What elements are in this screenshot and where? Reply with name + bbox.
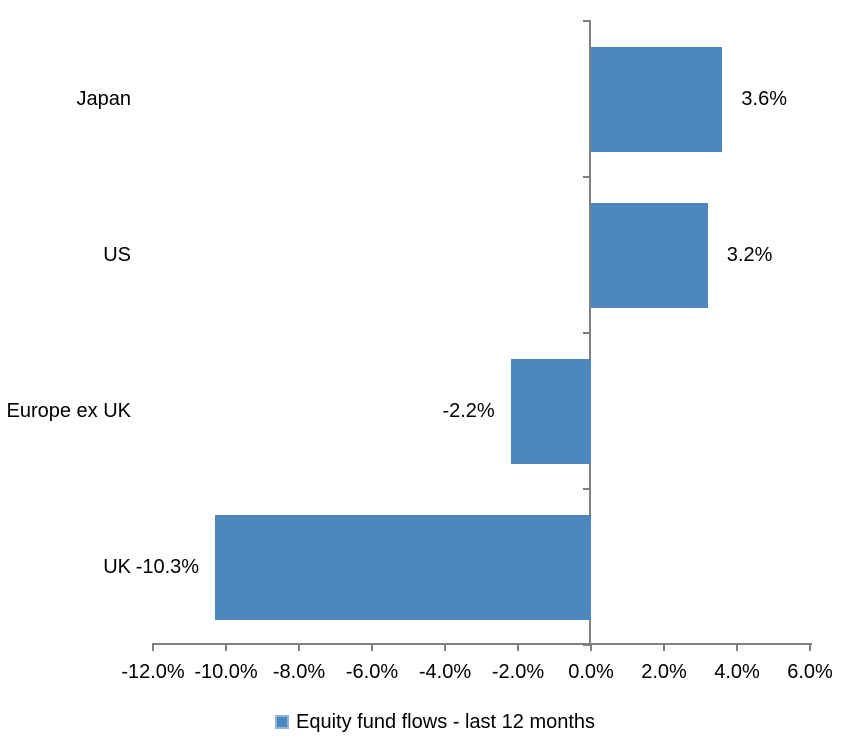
category-axis-tick xyxy=(583,176,591,178)
category-label-japan: Japan xyxy=(76,88,132,110)
category-label-us: US xyxy=(103,244,131,266)
value-axis-tick-label: -8.0% xyxy=(272,661,326,683)
value-axis-tick xyxy=(809,643,811,651)
bar-us xyxy=(591,202,708,308)
value-axis-tick xyxy=(590,643,592,651)
data-label-uk: -10.3% xyxy=(135,556,200,578)
data-label-europe-ex-uk: -2.2% xyxy=(442,400,495,422)
data-label-japan: 3.6% xyxy=(741,88,787,110)
legend: Equity fund flows - last 12 months xyxy=(275,709,595,735)
value-axis-tick-label: 0.0% xyxy=(568,661,614,683)
value-axis-tick-label: -12.0% xyxy=(121,661,185,683)
value-axis-tick-label: 2.0% xyxy=(641,661,687,683)
value-axis-tick xyxy=(152,643,154,651)
value-axis-tick xyxy=(371,643,373,651)
value-axis-tick xyxy=(444,643,446,651)
data-label-us: 3.2% xyxy=(726,244,773,266)
category-axis-tick xyxy=(583,644,591,646)
value-axis-tick xyxy=(517,643,519,651)
bar-japan xyxy=(591,46,723,152)
value-axis-tick-label: -6.0% xyxy=(345,661,399,683)
legend-label: Equity fund flows - last 12 months xyxy=(296,711,596,733)
value-axis-tick xyxy=(298,643,300,651)
category-axis-tick xyxy=(583,332,591,334)
legend-marker-square xyxy=(275,715,289,729)
category-label-europe-ex-uk: Europe ex UK xyxy=(6,400,131,422)
value-axis-line xyxy=(152,643,812,645)
value-axis-tick-label: 4.0% xyxy=(714,661,760,683)
bar-uk xyxy=(215,514,591,620)
value-axis-tick xyxy=(736,643,738,651)
bar-europe-ex-uk xyxy=(510,358,591,464)
category-axis-tick xyxy=(583,20,591,22)
value-axis-tick xyxy=(663,643,665,651)
value-axis-tick-label: 6.0% xyxy=(787,661,833,683)
category-axis-tick xyxy=(583,488,591,490)
value-axis-tick-label: -2.0% xyxy=(491,661,545,683)
value-axis-tick-label: -4.0% xyxy=(418,661,472,683)
category-label-uk: UK xyxy=(103,556,131,578)
value-axis-tick-label: -10.0% xyxy=(194,661,258,683)
value-axis-tick xyxy=(225,643,227,651)
